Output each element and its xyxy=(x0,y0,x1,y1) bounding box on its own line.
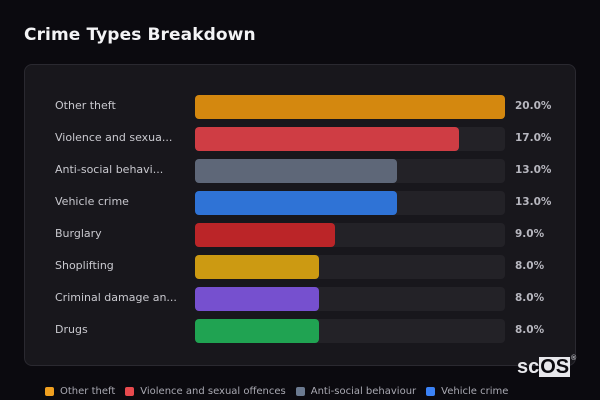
bar-fill[interactable] xyxy=(195,127,459,151)
legend-label: Violence and sexual offences xyxy=(140,386,286,397)
chart-title: Crime Types Breakdown xyxy=(24,25,256,45)
bar-value: 9.0% xyxy=(515,228,545,240)
bar-track xyxy=(195,127,505,151)
legend-label: Other theft xyxy=(60,386,116,397)
bar-fill[interactable] xyxy=(195,319,319,343)
bar-fill[interactable] xyxy=(195,255,319,279)
logo-text-sc: sc xyxy=(517,356,540,378)
bar-row[interactable]: Drugs 8.0% xyxy=(25,319,575,343)
bar-track xyxy=(195,255,505,279)
legend-item[interactable]: Other theft xyxy=(45,386,115,397)
bar-value: 8.0% xyxy=(515,260,545,272)
bar-label: Burglary xyxy=(55,227,102,240)
legend-swatch-icon xyxy=(295,387,305,396)
bar-value: 20.0% xyxy=(515,100,552,112)
bar-track xyxy=(195,159,505,183)
legend-swatch-icon xyxy=(125,387,135,396)
bar-row[interactable]: Criminal damage an... 8.0% xyxy=(25,287,575,311)
bar-label: Anti-social behavi... xyxy=(55,163,164,176)
bar-row[interactable]: Shoplifting 8.0% xyxy=(25,255,575,279)
logo-text-os: OS xyxy=(539,356,571,378)
bar-track xyxy=(195,95,505,119)
bar-fill[interactable] xyxy=(195,223,335,247)
chart-legend: Other theft Violence and sexual offences A… xyxy=(45,386,508,397)
bar-row[interactable]: Anti-social behavi... 13.0% xyxy=(25,159,575,183)
bar-value: 13.0% xyxy=(515,196,552,208)
bar-label: Criminal damage an... xyxy=(55,291,177,304)
legend-item[interactable]: Anti-social behaviour xyxy=(295,386,417,397)
bar-track xyxy=(195,319,505,343)
bar-track xyxy=(195,287,505,311)
bar-fill[interactable] xyxy=(195,191,397,215)
bar-label: Vehicle crime xyxy=(55,195,129,208)
bar-row[interactable]: Violence and sexua... 17.0% xyxy=(25,127,575,151)
bar-label: Drugs xyxy=(55,323,88,336)
bar-row[interactable]: Vehicle crime 13.0% xyxy=(25,191,575,215)
legend-label: Vehicle crime xyxy=(441,386,509,397)
bar-value: 8.0% xyxy=(515,292,545,304)
bar-track xyxy=(195,223,505,247)
bar-track xyxy=(195,191,505,215)
bar-fill[interactable] xyxy=(195,95,505,119)
bar-value: 13.0% xyxy=(515,164,552,176)
bar-value: 17.0% xyxy=(515,132,552,144)
bar-fill[interactable] xyxy=(195,159,397,183)
bar-row[interactable]: Burglary 9.0% xyxy=(25,223,575,247)
legend-label: Anti-social behaviour xyxy=(310,386,417,397)
bar-value: 8.0% xyxy=(515,324,545,336)
bar-label: Other theft xyxy=(55,99,116,112)
bar-label: Shoplifting xyxy=(55,259,114,272)
legend-item[interactable]: Vehicle crime xyxy=(426,386,508,397)
legend-swatch-icon xyxy=(426,387,436,396)
bar-label: Violence and sexua... xyxy=(55,131,173,144)
scos-logo: sc OS ® xyxy=(517,355,577,378)
chart-card: Other theft 20.0% Violence and sexua... 17.… xyxy=(24,64,576,366)
bar-row[interactable]: Other theft 20.0% xyxy=(25,95,575,119)
legend-item[interactable]: Violence and sexual offences xyxy=(125,386,286,397)
registered-mark-icon: ® xyxy=(571,355,577,362)
bar-fill[interactable] xyxy=(195,287,319,311)
legend-swatch-icon xyxy=(45,387,54,396)
